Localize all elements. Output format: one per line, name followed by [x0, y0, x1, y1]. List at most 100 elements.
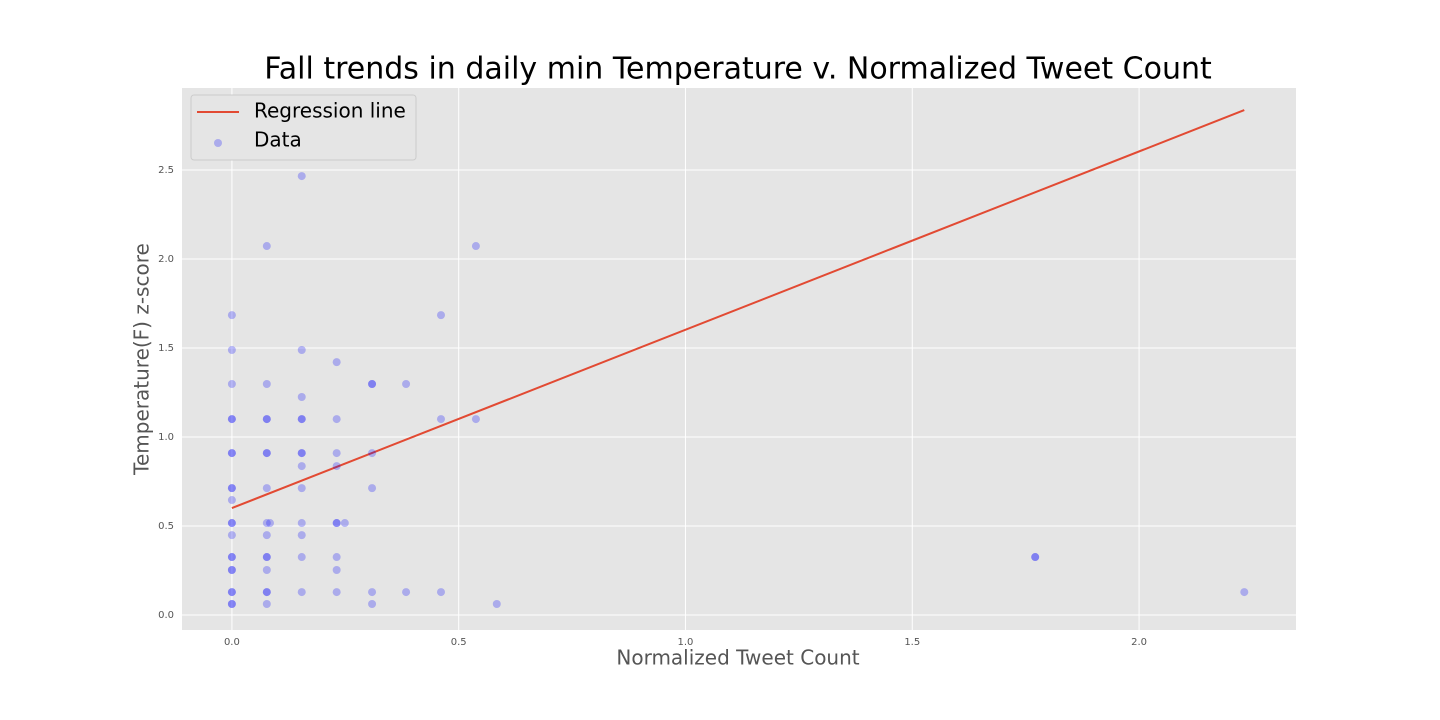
data-point	[227, 519, 236, 528]
data-point	[227, 380, 236, 389]
data-point	[297, 393, 306, 402]
data-point	[297, 553, 306, 562]
data-point	[227, 519, 236, 528]
data-point	[436, 415, 445, 424]
data-point	[227, 496, 236, 505]
data-point	[227, 588, 236, 597]
data-point	[332, 519, 341, 528]
data-point	[402, 380, 411, 389]
data-point	[227, 484, 236, 493]
data-point	[262, 415, 271, 424]
data-point	[227, 484, 236, 493]
legend-label: Regression line	[254, 99, 406, 123]
data-point	[227, 600, 236, 609]
data-point	[227, 346, 236, 355]
data-point	[297, 415, 306, 424]
y-tick-label: 1.5	[158, 343, 174, 354]
data-point	[227, 415, 236, 424]
data-point	[332, 449, 341, 458]
data-point	[332, 519, 341, 528]
data-point	[262, 588, 271, 597]
regression-line	[231, 109, 1245, 510]
data-point	[227, 531, 236, 540]
data-point	[368, 600, 377, 609]
data-point	[368, 484, 377, 493]
data-point	[262, 519, 271, 528]
data-point	[368, 449, 377, 458]
data-point	[227, 553, 236, 562]
data-point	[262, 242, 271, 251]
legend: Regression line Data	[190, 94, 417, 161]
data-point	[262, 600, 271, 609]
data-point	[297, 449, 306, 458]
data-point	[332, 566, 341, 575]
y-tick-label: 1.0	[158, 432, 174, 443]
grid: 0.0 0.5 1.0 1.5 2.0 0.0 0.5 1.0 1.5 2.0 2.5	[158, 88, 1296, 648]
data-point	[492, 600, 501, 609]
data-point	[265, 519, 274, 528]
data-point	[1031, 553, 1040, 562]
legend-swatch	[214, 139, 222, 147]
data-point	[227, 553, 236, 562]
data-point	[262, 449, 271, 458]
data-point	[227, 588, 236, 597]
data-point	[262, 531, 271, 540]
data-point	[262, 484, 271, 493]
data-point	[368, 380, 377, 389]
data-point	[262, 553, 271, 562]
data-point	[227, 415, 236, 424]
data-point	[227, 566, 236, 575]
data-point	[297, 462, 306, 471]
data-point	[262, 380, 271, 389]
data-point	[297, 346, 306, 355]
data-point	[332, 553, 341, 562]
data-point	[227, 600, 236, 609]
data-point	[227, 566, 236, 575]
data-point	[262, 449, 271, 458]
data-point	[471, 415, 480, 424]
data-point	[297, 588, 306, 597]
data-point	[340, 519, 349, 528]
data-point	[368, 588, 377, 597]
y-tick-label: 0.5	[158, 521, 174, 532]
data-point	[1240, 588, 1249, 597]
y-tick-label: 2.0	[158, 254, 174, 265]
data-point	[1031, 553, 1040, 562]
data-point	[332, 462, 341, 471]
data-point	[368, 380, 377, 389]
data-point	[262, 566, 271, 575]
x-axis-label: Normalized Tweet Count	[616, 646, 859, 670]
data-point	[297, 415, 306, 424]
legend-label: Data	[254, 128, 302, 152]
data-point	[227, 449, 236, 458]
data-point	[227, 311, 236, 320]
data-point	[436, 311, 445, 320]
data-point	[227, 449, 236, 458]
x-tick-label: 0.5	[451, 637, 467, 648]
y-axis-label: Temperature(F) z-score	[130, 243, 154, 476]
legend-box	[190, 94, 417, 161]
y-tick-label: 2.5	[158, 165, 174, 176]
data-point	[297, 519, 306, 528]
data-point	[332, 415, 341, 424]
data-point	[297, 484, 306, 493]
data-point	[262, 588, 271, 597]
data-point	[332, 588, 341, 597]
marks	[227, 109, 1249, 609]
data-point	[262, 553, 271, 562]
data-point	[262, 415, 271, 424]
x-tick-label: 1.0	[678, 637, 694, 648]
x-tick-label: 1.5	[904, 637, 920, 648]
data-point	[436, 588, 445, 597]
data-point	[332, 358, 341, 367]
x-tick-label: 0.0	[224, 637, 240, 648]
plot-area	[182, 88, 1296, 630]
chart-title: Fall trends in daily min Temperature v. …	[264, 52, 1212, 87]
data-point	[471, 242, 480, 251]
data-point	[297, 531, 306, 540]
data-point	[297, 172, 306, 181]
x-tick-label: 2.0	[1131, 637, 1147, 648]
y-tick-label: 0.0	[158, 610, 174, 621]
data-point	[402, 588, 411, 597]
